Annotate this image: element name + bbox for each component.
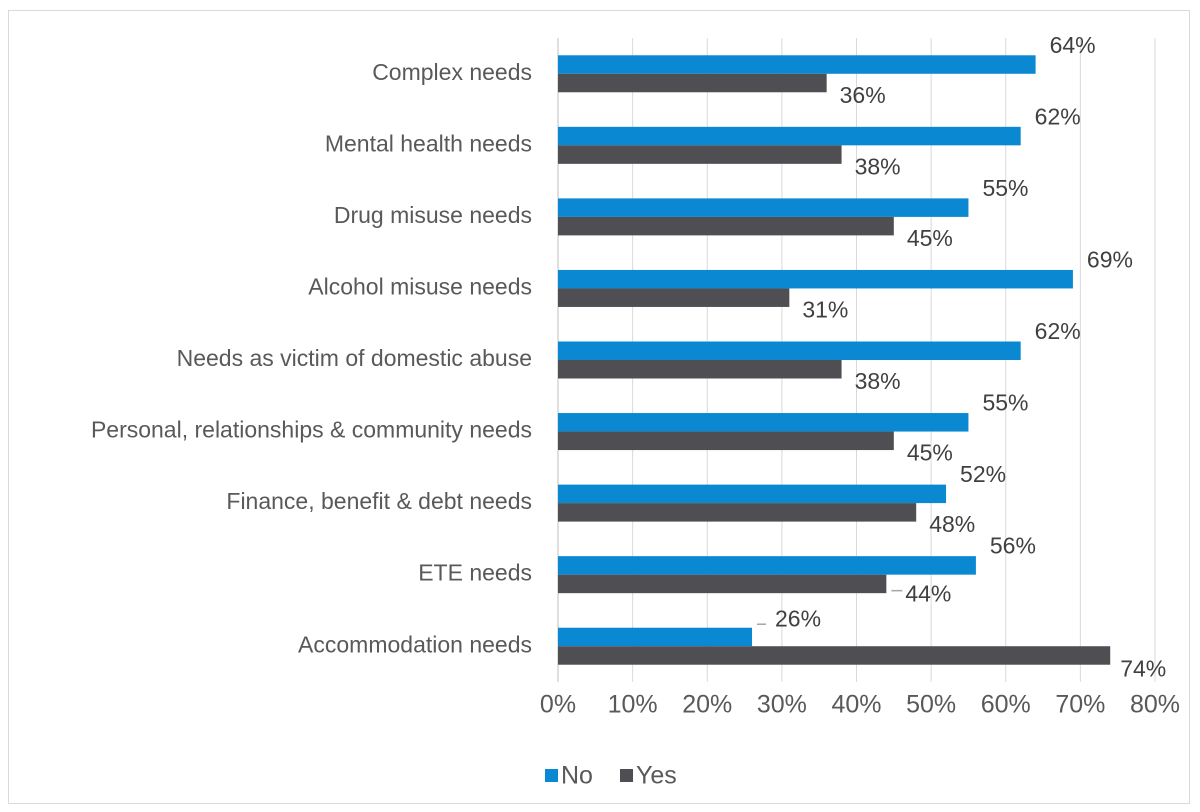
bar-yes	[558, 216, 894, 236]
legend-label-yes: Yes	[636, 762, 677, 790]
data-label-yes: 38%	[855, 368, 901, 394]
x-tick-label: 50%	[906, 691, 956, 719]
bar-yes	[558, 360, 842, 379]
data-label-yes: 44%	[905, 581, 951, 607]
category-label: Needs as victim of domestic abuse	[177, 345, 532, 371]
bar-no	[558, 55, 1036, 74]
x-tick-label: 10%	[608, 691, 658, 719]
data-label-no: 56%	[990, 533, 1036, 559]
category-label: Personal, relationships & community need…	[91, 417, 532, 443]
legend-swatch-no	[545, 769, 558, 782]
bar-no	[558, 627, 753, 647]
bar-no	[558, 198, 969, 217]
category-label: Complex needs	[372, 59, 532, 85]
data-label-no: 55%	[982, 390, 1028, 416]
x-tick-label: 60%	[981, 691, 1031, 719]
x-tick-label: 0%	[540, 691, 576, 719]
x-tick-label: 20%	[682, 691, 732, 719]
bar-no	[558, 269, 1073, 289]
category-label: Drug misuse needs	[334, 202, 532, 228]
x-tick-label: 80%	[1130, 691, 1180, 719]
data-label-yes: 48%	[929, 511, 975, 537]
category-label: Alcohol misuse needs	[308, 274, 532, 300]
bar-no	[558, 341, 1021, 360]
x-tick-label: 40%	[831, 691, 881, 719]
bar-yes	[558, 288, 790, 307]
data-label-no: 52%	[960, 461, 1006, 487]
bar-yes	[558, 574, 887, 594]
data-label-yes: 36%	[840, 82, 886, 108]
bar-yes	[558, 73, 827, 93]
x-tick-label: 70%	[1055, 691, 1105, 719]
category-label: Mental health needs	[325, 130, 532, 156]
bar-yes	[558, 503, 917, 522]
legend-label-no: No	[561, 762, 593, 790]
bar-yes	[558, 646, 1111, 665]
bar-no	[558, 126, 1021, 146]
data-label-yes: 45%	[907, 440, 953, 466]
data-label-no: 62%	[1035, 318, 1081, 344]
category-label: Finance, benefit & debt needs	[226, 488, 532, 514]
bar-yes	[558, 145, 842, 164]
data-label-no: 62%	[1035, 103, 1081, 129]
data-label-no: 69%	[1087, 247, 1133, 273]
bar-no	[558, 413, 969, 432]
bar-no	[558, 484, 947, 504]
data-label-yes: 74%	[1120, 655, 1166, 681]
data-label-yes: 31%	[802, 297, 848, 323]
bar-yes	[558, 431, 894, 451]
data-label-no: 64%	[1050, 32, 1096, 58]
data-label-yes: 38%	[855, 153, 901, 179]
category-label: ETE needs	[418, 560, 532, 586]
data-label-no: 26%	[775, 605, 821, 631]
legend-swatch-yes	[620, 769, 633, 782]
category-label: Accommodation needs	[298, 631, 532, 657]
bar-no	[558, 556, 976, 575]
x-tick-label: 30%	[757, 691, 807, 719]
data-label-no: 55%	[982, 175, 1028, 201]
data-label-yes: 45%	[907, 225, 953, 251]
